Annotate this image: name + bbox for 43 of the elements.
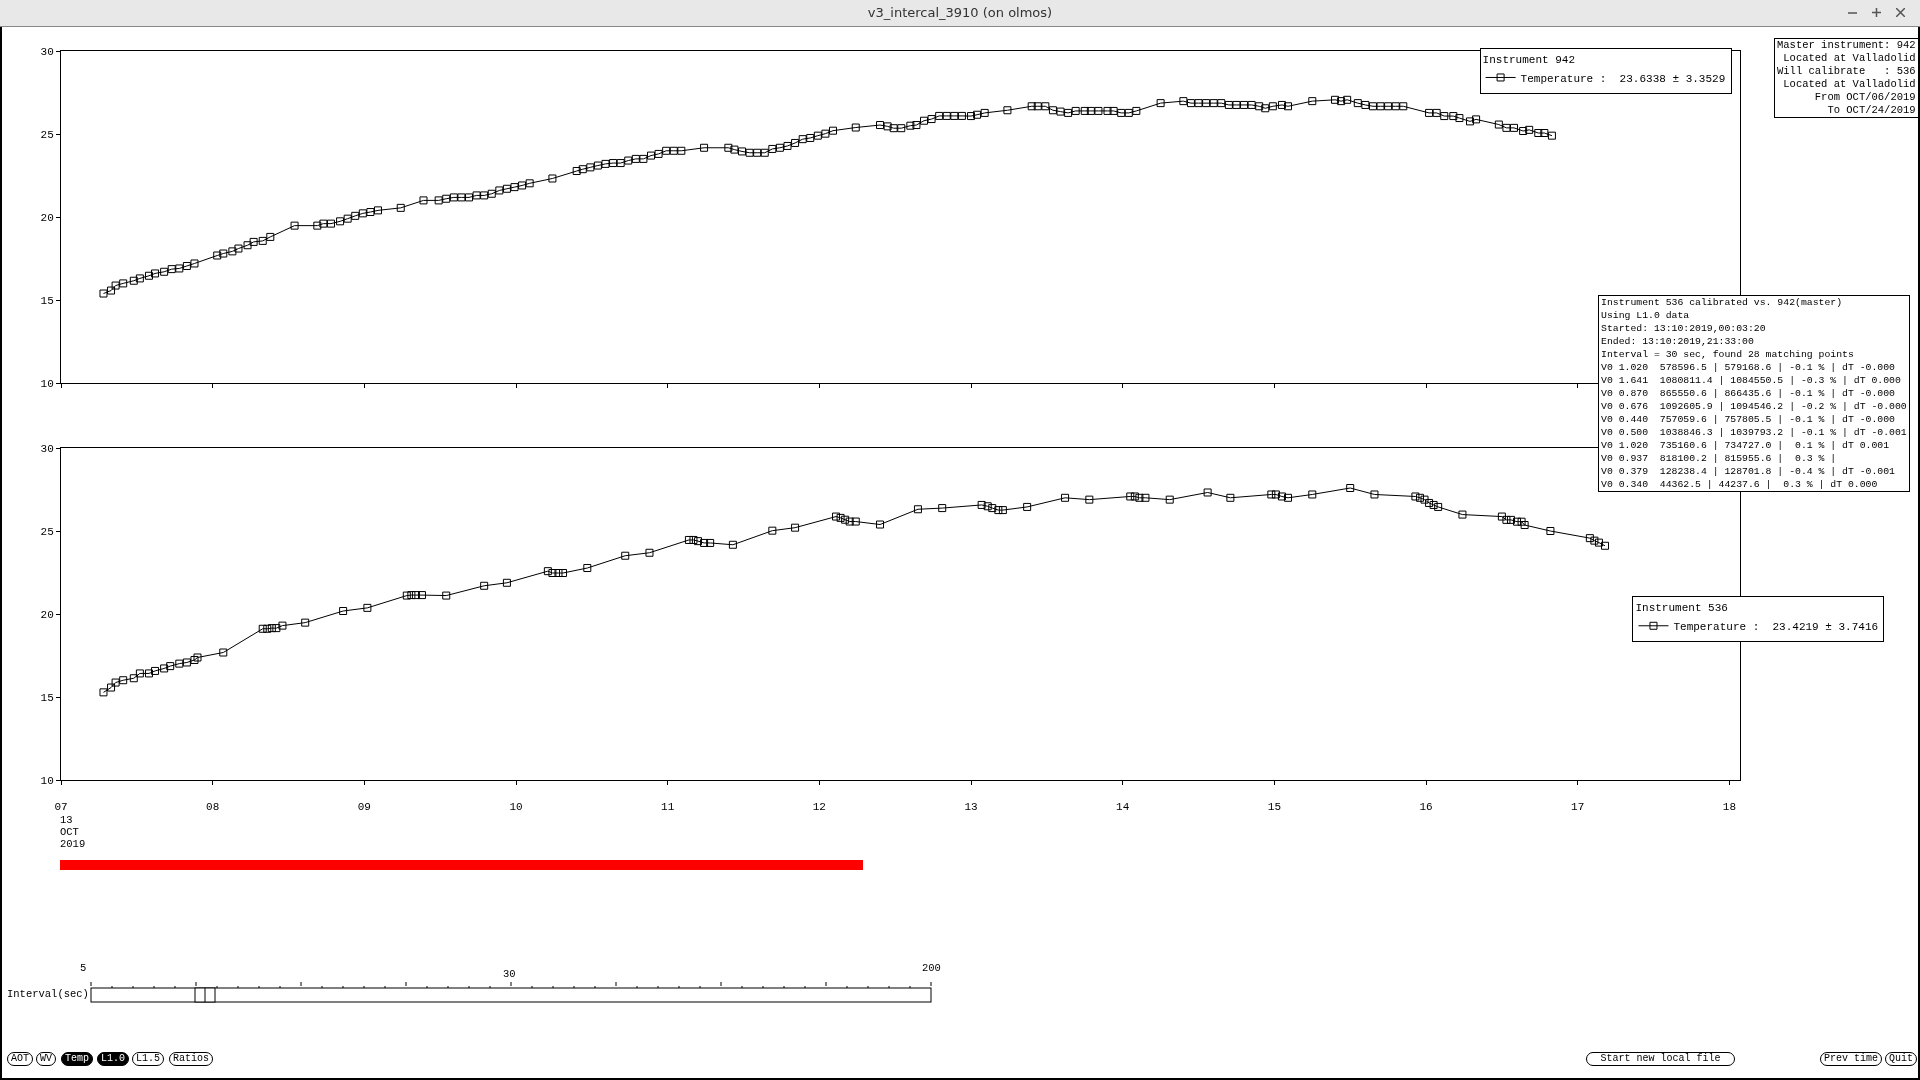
x-tick-label: 07 [54,801,68,814]
text: Quit [1885,1052,1918,1066]
y-tick-label: 10 [40,774,54,787]
y-tick-label: 30 [40,45,54,58]
y-tick-label: 25 [40,128,54,141]
x-tick-label: 08 [206,801,220,814]
text: 200 [922,962,941,975]
text: L1.0 [97,1052,130,1066]
y-tick-label: 25 [40,525,54,538]
legend-title: Instrument 942 [1482,53,1576,66]
y-tick-label: 20 [40,211,54,224]
text: Start new local file [1586,1052,1735,1066]
text: AOT [7,1052,34,1066]
x-tick-label: 17 [1571,801,1585,814]
text: 30 [503,968,516,981]
y-tick-label: 20 [40,608,54,621]
text: Temp [61,1052,94,1066]
text: WV [36,1052,57,1066]
x-tick-label: 18 [1722,801,1736,814]
text: 13 OCT 2019 [60,814,86,850]
x-tick-label: 15 [1267,801,1281,814]
text: Interval(sec) [7,988,89,1001]
y-tick-label: 10 [40,377,54,390]
text: Ratios [169,1052,214,1066]
text: L1.5 [132,1052,165,1066]
y-tick-label: 15 [40,691,54,704]
x-tick-label: 09 [357,801,371,814]
x-tick-label: 12 [812,801,826,814]
y-tick-label: 30 [40,442,54,455]
x-tick-label: 14 [1116,801,1130,814]
text: Instrument 536 calibrated vs. 942(master) Using L1.0 data Started: 13:10:2019,00:03:20 Ended: 13:10:2019,21:33:00 Interval = 30 sec, found 28 matching points V0 1.020 578596.5 | 579168.6 | -0.1 % | dT -0.000 V0 1.641 1080811.4 | 1084550.5 | -0.3 % | dT 0.000 V0 0.870 865550.6 | 866435.6 | -0.1 % | dT -0.000 V0 0.676 1092605.9 | 1094546.2 | -0.2 % | dT -0.000 V0 0.440 757059.6 | 757805.5 | -0.1 % | dT -0.000 V0 0.500 1038846.3 | 1039793.2 | -0.1 % | dT -0.001 V0 1.020 735160.6 | 734727.0 | 0.1 % | dT 0.001 V0 0.937 818100.2 | 815955.6 | 0.3 % | V0 0.379 128238.4 | 128701.8 | -0.4 % | dT -0.001 V0 0.340 44362.5 | 44237.6 | 0.3 % | dT 0.000 [1601,297,1907,490]
legend-label: Temperature : 23.4219 ± 3.7416 [1673,621,1879,634]
y-tick-label: 15 [40,294,54,307]
legend-title: Instrument 536 [1635,602,1728,615]
legend-label: Temperature : 23.6338 ± 3.3529 [1520,72,1726,85]
text: Prev time [1820,1052,1883,1066]
text: Master instrument: 942 Located at Valladolid Will calibrate : 536 Located at Valladolid From OCT/06/2019 To OCT/24/2019 [1774,38,1919,118]
x-tick-label: 10 [509,801,523,814]
text: 5 [80,962,87,975]
x-tick-label: 16 [1419,801,1433,814]
x-tick-label: 13 [964,801,978,814]
chart-title: v3_intercal_3910 (on olmos) [867,5,1053,20]
x-tick-label: 11 [661,801,675,814]
